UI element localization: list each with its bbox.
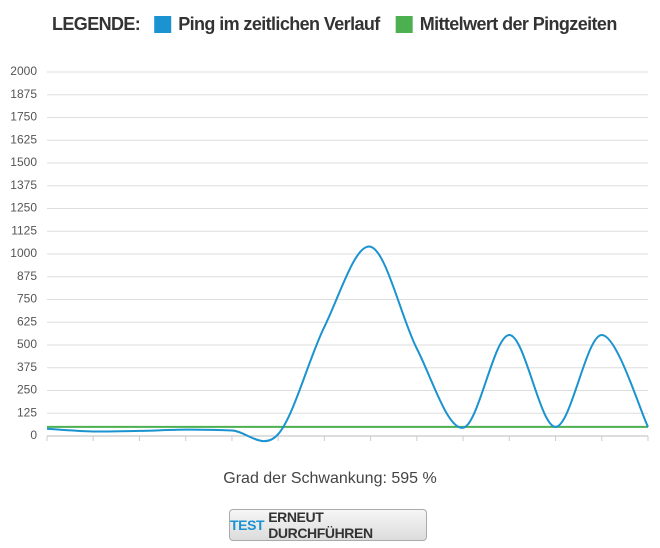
retest-button[interactable]: TEST ERNEUT DURCHFÜHREN [229,509,427,541]
legend-title: LEGENDE: [52,14,140,34]
y-tick-label: 1500 [10,155,37,169]
y-tick-label: 250 [17,383,37,397]
button-highlight: TEST [230,517,265,533]
legend-swatch [395,16,413,33]
y-tick-label: 1000 [10,246,37,260]
legend-label: Ping im zeitlichen Verlauf [178,14,381,34]
y-tick-label: 625 [17,314,37,328]
y-tick-label: 1375 [10,178,37,192]
chart: LEGENDE: Ping im zeitlichen Verlauf Mittel… [10,14,649,443]
y-tick-label: 375 [17,360,37,374]
y-tick-label: 0 [30,428,37,442]
y-tick-label: 1625 [10,132,37,146]
y-tick-label: 750 [17,292,37,306]
y-tick-label: 2000 [10,64,37,78]
y-tick-label: 1125 [11,223,37,237]
y-tick-label: 1750 [10,110,37,124]
legend-label: Mittelwert der Pingzeiten [420,14,617,34]
y-tick-label: 1875 [10,87,37,101]
fluctuation-summary: Grad der Schwankung: 595 % [223,470,437,487]
y-tick-label: 125 [17,405,37,419]
y-tick-label: 500 [17,337,37,351]
button-text: ERNEUT DURCHFÜHREN [268,509,373,541]
y-tick-label: 875 [17,269,37,283]
y-tick-label: 1250 [10,201,37,215]
legend-swatch [154,16,172,33]
series-line [46,245,649,443]
